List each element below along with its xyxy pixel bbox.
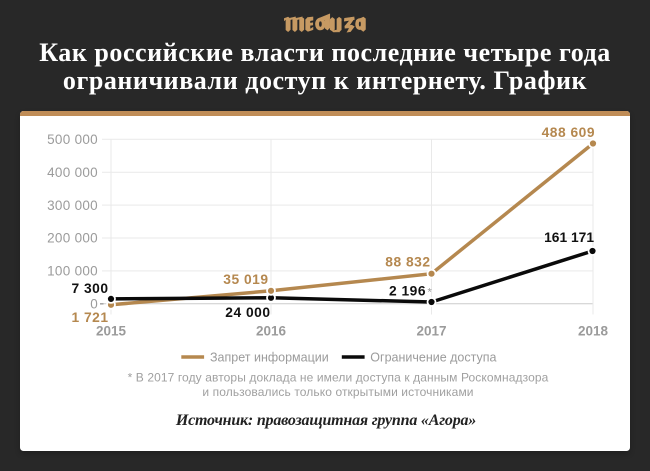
- svg-text:Источник: правозащитная группа: Источник: правозащитная группа «Агора»: [175, 412, 476, 429]
- svg-text:2 196: 2 196: [389, 284, 426, 299]
- svg-text:2016: 2016: [256, 323, 287, 338]
- svg-text:35 019: 35 019: [223, 272, 268, 287]
- svg-text:300 000: 300 000: [47, 198, 98, 213]
- svg-text:Запрет информации: Запрет информации: [210, 351, 329, 365]
- svg-text:100 000: 100 000: [47, 264, 98, 279]
- svg-text:2015: 2015: [96, 323, 127, 338]
- svg-text:Ограничение доступа: Ограничение доступа: [370, 351, 496, 365]
- svg-text:488 609: 488 609: [542, 125, 595, 140]
- svg-text:161 171: 161 171: [544, 230, 594, 245]
- svg-text:1 721: 1 721: [71, 310, 108, 325]
- svg-text:7 300: 7 300: [71, 281, 108, 296]
- svg-text:24 000: 24 000: [225, 305, 270, 320]
- svg-text:*: *: [428, 287, 433, 299]
- svg-text:88 832: 88 832: [385, 254, 430, 269]
- svg-text:400 000: 400 000: [47, 165, 98, 180]
- svg-text:2018: 2018: [578, 323, 609, 338]
- svg-text:и пользовались только открытым: и пользовались только открытыми источник…: [202, 385, 473, 399]
- svg-text:* В 2017 году авторы доклада н: * В 2017 году авторы доклада не имели до…: [128, 371, 549, 385]
- svg-text:2017: 2017: [416, 323, 446, 338]
- svg-text:200 000: 200 000: [47, 231, 98, 246]
- svg-text:0: 0: [90, 297, 98, 312]
- svg-text:500 000: 500 000: [47, 132, 98, 147]
